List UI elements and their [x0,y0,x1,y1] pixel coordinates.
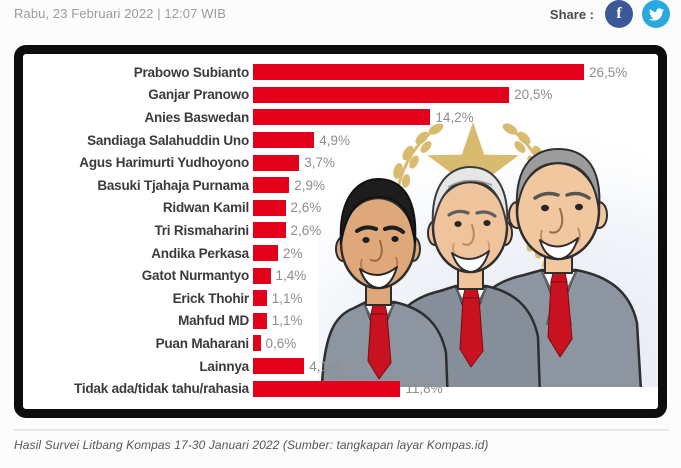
caption-divider [14,429,669,431]
bar [253,245,278,262]
article-date: Rabu, 23 Februari 2022 | 12:07 WIB [14,6,227,21]
bar-value: 1,4% [275,268,307,284]
bar-row: Sandiaga Salahuddin Uno 4,9% [23,129,658,152]
bar-row: Gatot Nurmantyo 1,4% [23,264,658,287]
image-caption: Hasil Survei Litbang Kompas 17-30 Januar… [14,438,489,452]
bar-label: Sandiaga Salahuddin Uno [87,132,249,148]
share-button-twitter[interactable] [642,0,670,28]
bar-row: Tri Rismaharini 2,6% [23,219,658,242]
bar-row: Mahfud MD 1,1% [23,310,658,333]
bar-row: Puan Maharani 0,6% [23,332,658,355]
bar-value: 1,1% [271,313,303,329]
bar-label: Ridwan Kamil [162,200,249,216]
share-button-facebook[interactable]: f [605,0,633,28]
bar [253,335,261,352]
candidates-illustration [318,119,658,387]
bar-value: 2,9% [294,177,325,193]
bar [253,109,431,126]
bar-value: 11,8% [405,381,443,397]
bar-label: Gatot Nurmantyo [141,268,249,284]
bar-value: 2,6% [290,222,322,238]
bar [253,380,401,397]
bar-value: 0,6% [265,335,297,351]
bar-label: Andika Perkasa [151,245,249,261]
bar-row: Erick Thohir 1,1% [23,287,658,310]
bar-row: Ganjar Pranowo 20,5% [23,84,658,107]
bar [253,222,286,239]
bar-row: Agus Harimurti Yudhoyono 3,7% [23,151,658,174]
bar-label: Puan Maharani [155,335,250,351]
bar-value: 4,1% [309,358,340,374]
bar-value: 20,5% [514,87,553,103]
bar [253,290,267,307]
bar-label: Erick Thohir [172,290,250,306]
bar-value: 4,9% [319,132,350,148]
bar-rows: Prabowo Subianto 26,5% Ganjar Pranowo 20,5%… [23,54,658,409]
bar [253,86,510,103]
bar [253,312,267,329]
bar-row: Ridwan Kamil 2,6% [23,197,658,220]
bar-label: Lainnya [199,358,249,374]
bar-label: Ganjar Pranowo [148,87,249,103]
bar [253,358,305,375]
bar-value: 3,7% [304,155,335,171]
anies-figure [320,178,449,387]
bar-label: Basuki Tjahaja Purnama [97,177,249,193]
bar-label: Tidak ada/tidak tahu/rahasia [74,381,249,397]
share-group: Share : f [550,0,670,28]
bar-row: Prabowo Subianto 26,5% [23,61,658,84]
bar-value: 1,1% [271,290,303,306]
bar-value: 2,6% [290,200,322,216]
bar [253,177,290,194]
bar [253,199,286,216]
star-icon [427,122,519,209]
twitter-bird-icon [648,7,664,21]
bar [253,132,315,149]
bar-row: Basuki Tjahaja Purnama 2,9% [23,174,658,197]
bar-label: Tri Rismaharini [154,222,249,238]
bar-row: Lainnya 4,1% [23,355,658,378]
bar-value: 26,5% [589,64,628,80]
infographic-canvas: Prabowo Subianto 26,5% Ganjar Pranowo 20,5%… [23,54,658,409]
bar-label: Anies Baswedan [144,109,250,125]
bar-value: 14,2% [435,109,474,125]
bar-label: Prabowo Subianto [133,64,250,80]
bar-value: 2% [283,245,303,261]
bar-row: Tidak ada/tidak tahu/rahasia 11,8% [23,377,658,400]
share-label: Share : [549,6,594,22]
bar [253,64,584,81]
bar-label: Agus Harimurti Yudhoyono [79,155,249,171]
survey-infographic: Prabowo Subianto 26,5% Ganjar Pranowo 20,5%… [14,45,667,418]
bar-row: Andika Perkasa 2% [23,242,658,265]
bar [253,267,271,284]
bar [253,154,300,171]
bar-row: Anies Baswedan 14,2% [23,106,658,129]
facebook-f-icon: f [616,5,622,22]
bar-label: Mahfud MD [178,313,249,329]
